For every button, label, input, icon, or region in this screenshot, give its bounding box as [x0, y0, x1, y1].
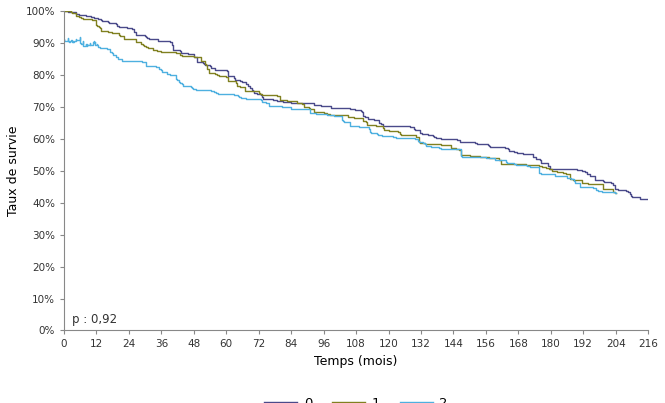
2: [526, 164, 534, 169]
Line: 0: 0: [64, 11, 648, 199]
Legend: 0, 1, 2: 0, 1, 2: [259, 391, 454, 403]
1: [548, 166, 556, 171]
0: [537, 158, 545, 162]
2: [176, 80, 184, 85]
Text: p : 0,92: p : 0,92: [72, 313, 117, 326]
X-axis label: Temps (mois): Temps (mois): [315, 355, 398, 368]
0: [60, 8, 68, 13]
Y-axis label: Taux de survie: Taux de survie: [7, 125, 20, 216]
1: [471, 153, 479, 158]
0: [644, 197, 652, 202]
1: [466, 153, 474, 158]
2: [415, 139, 423, 144]
0: [126, 26, 134, 31]
0: [583, 170, 591, 175]
2: [60, 37, 68, 42]
Line: 2: 2: [64, 37, 616, 193]
2: [416, 140, 424, 145]
2: [279, 104, 287, 109]
0: [360, 114, 368, 119]
0: [357, 109, 365, 114]
1: [60, 8, 68, 13]
0: [418, 131, 426, 135]
Line: 1: 1: [64, 11, 616, 193]
0: [636, 197, 644, 202]
1: [233, 80, 241, 85]
1: [611, 191, 619, 195]
1: [457, 152, 465, 156]
2: [612, 191, 620, 195]
1: [311, 108, 319, 113]
2: [76, 34, 84, 39]
1: [612, 191, 620, 195]
2: [411, 136, 419, 141]
2: [611, 191, 619, 195]
